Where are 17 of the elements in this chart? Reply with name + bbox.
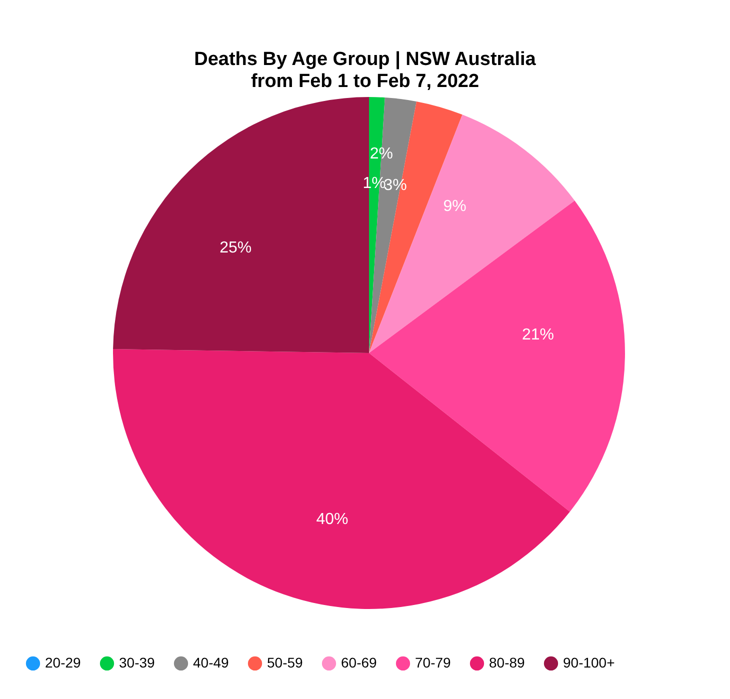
legend-label: 40-49 bbox=[193, 654, 230, 670]
chart-title: Deaths By Age Group | NSW Australia bbox=[194, 49, 536, 70]
pie-slice bbox=[369, 200, 625, 512]
chart-subtitle: from Feb 1 to Feb 7, 2022 bbox=[250, 71, 480, 92]
data-label: 1% bbox=[362, 175, 386, 192]
data-label: 9% bbox=[443, 198, 466, 216]
legend-label: 20-29 bbox=[45, 654, 82, 670]
legend-label: 60-69 bbox=[341, 654, 378, 670]
legend-label: 80-89 bbox=[489, 654, 526, 670]
pie-slice bbox=[113, 349, 570, 609]
legend-label: 90-100+ bbox=[563, 654, 615, 670]
data-label: 21% bbox=[522, 326, 554, 344]
legend-label: 70-79 bbox=[415, 654, 452, 670]
legend-label: 50-59 bbox=[267, 654, 304, 670]
data-label: 40% bbox=[316, 510, 348, 528]
legend-label: 30-39 bbox=[119, 654, 156, 670]
data-label: 25% bbox=[220, 240, 252, 257]
